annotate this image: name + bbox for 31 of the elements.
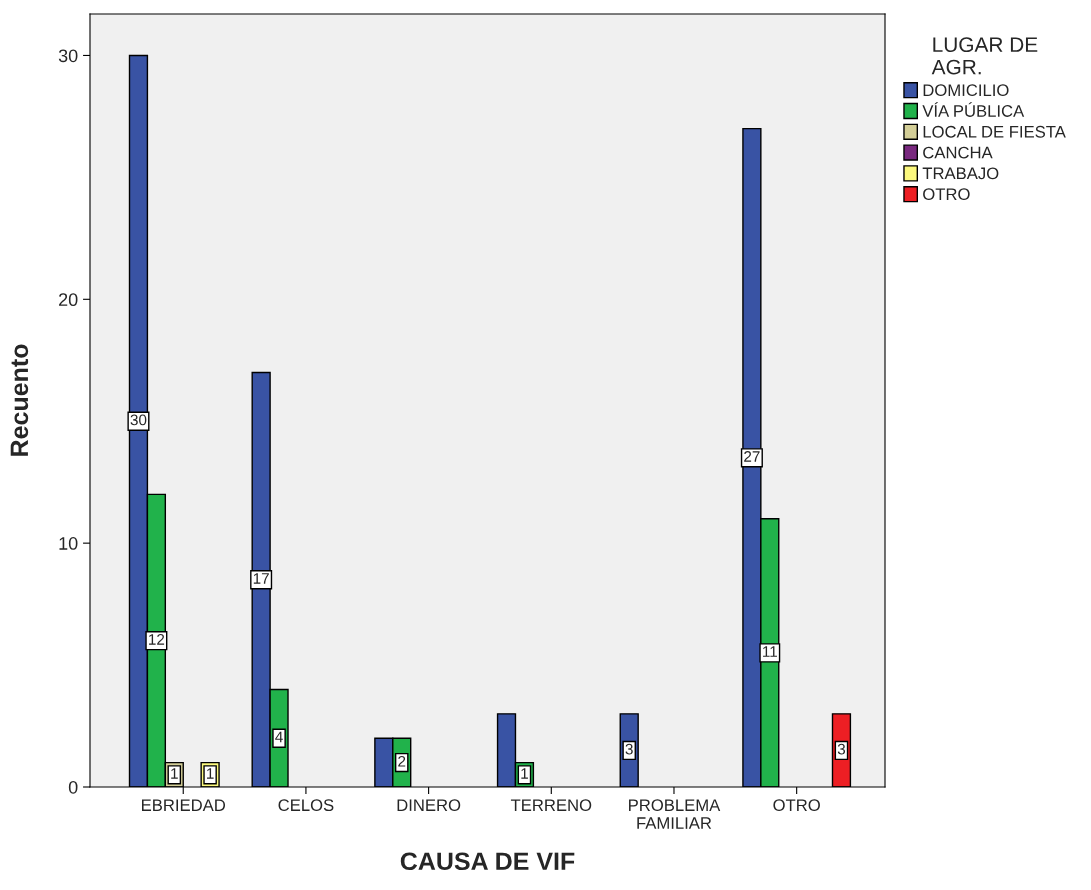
data-label: 12 [149,633,165,645]
x-tick-label: EBRIEDAD [142,799,226,811]
x-tick-label: PROBLEMA FAMILIAR [629,799,721,829]
data-label: 1 [171,768,178,779]
x-tick-label: TERRENO [510,799,592,812]
legend-label: DOMICILIO [923,84,1009,97]
data-label: 1 [207,768,214,779]
x-tick-label: DINERO [397,799,461,812]
y-tick-label: 30 [58,49,78,63]
x-tick-label: OTRO [773,799,820,812]
legend-label: LOCAL DE FIESTA [923,125,1066,138]
data-label: 30 [130,414,147,426]
x-tick-label: CELOS [278,799,334,812]
y-tick-label: 0 [68,780,78,794]
legend-label: CANCHA [923,146,993,159]
legend-label: TRABAJO [922,167,999,180]
data-label: 2 [398,755,406,767]
y-tick-label: 20 [59,293,78,307]
data-label: 3 [837,743,846,755]
x-axis-title: CAUSA DE VIF [400,852,575,871]
y-axis-title: Recuento [10,344,29,456]
y-tick-label: 10 [59,537,78,550]
legend-title: LUGAR DE AGR. [931,37,1038,75]
legend-label: VÍA PÚBLICA [922,102,1025,117]
data-label: 17 [253,573,269,584]
data-label: 11 [763,646,777,657]
data-label: 27 [744,451,760,462]
legend-label: OTRO [923,188,970,201]
data-label: 4 [275,731,283,743]
data-label: 1 [521,768,528,779]
data-label: 3 [625,743,633,755]
